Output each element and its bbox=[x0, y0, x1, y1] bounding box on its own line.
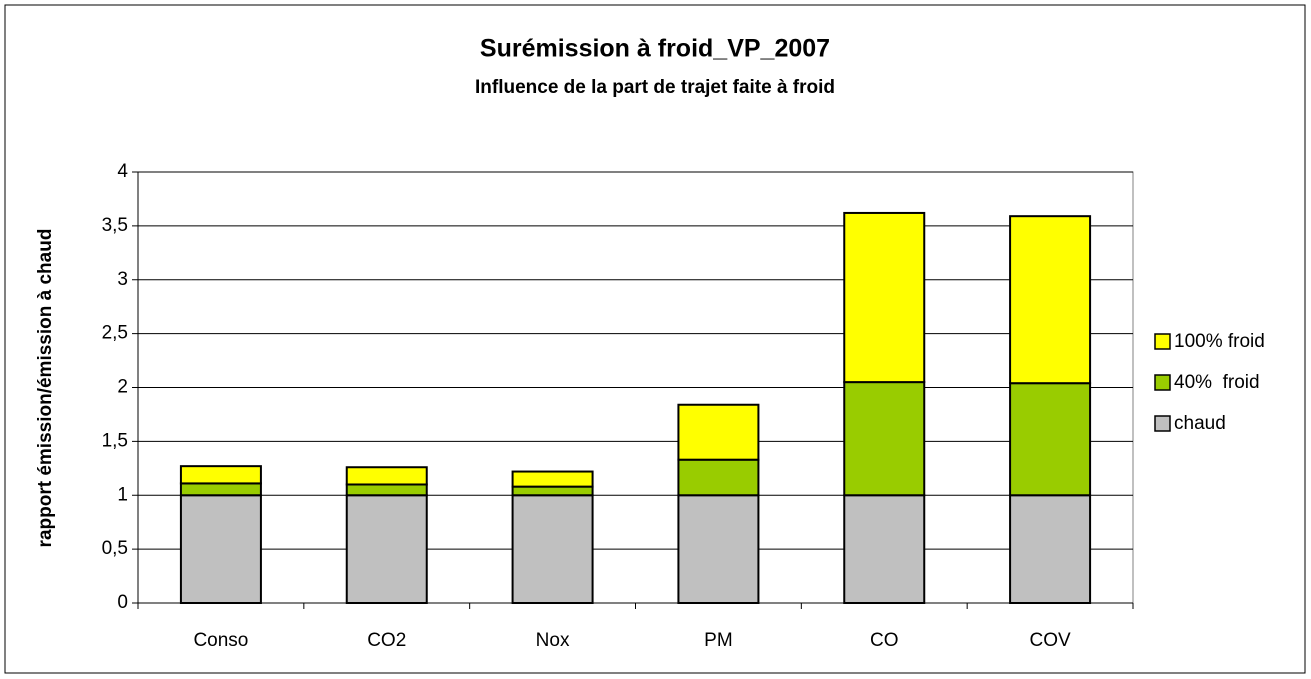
y-tick-label: 2 bbox=[117, 377, 128, 398]
bar-segment bbox=[843, 494, 926, 604]
bar-segment bbox=[179, 465, 262, 485]
bar-segment bbox=[345, 466, 428, 486]
y-tick-label: 3,5 bbox=[102, 215, 128, 236]
bar-segment bbox=[677, 458, 760, 497]
bar-segment bbox=[511, 494, 594, 604]
y-tick-label: 1 bbox=[117, 484, 128, 505]
x-tick-label: Nox bbox=[536, 630, 570, 651]
bar-segment bbox=[843, 381, 926, 497]
y-tick-label: 0,5 bbox=[102, 538, 128, 559]
bar-segment bbox=[1009, 215, 1092, 385]
legend-label: chaud bbox=[1174, 413, 1226, 434]
chart-title: Surémission à froid_VP_2007 bbox=[480, 35, 830, 63]
y-tick-label: 1,5 bbox=[102, 430, 128, 451]
x-tick-label: PM bbox=[704, 630, 733, 651]
bar-segment bbox=[345, 494, 428, 604]
y-tick-label: 3 bbox=[117, 269, 128, 290]
legend-swatch bbox=[1154, 333, 1171, 350]
y-axis-label: rapport émission/émission à chaud bbox=[35, 229, 56, 548]
bar-segment bbox=[345, 483, 428, 497]
bar-segment bbox=[1009, 382, 1092, 497]
y-tick-label: 0 bbox=[117, 592, 128, 613]
bar-segment bbox=[677, 403, 760, 461]
bar-segment bbox=[511, 470, 594, 488]
legend-swatch bbox=[1154, 374, 1171, 391]
bar-segment bbox=[843, 211, 926, 384]
x-tick-label: Conso bbox=[193, 630, 248, 651]
chart-subtitle: Influence de la part de trajet faite à f… bbox=[475, 77, 835, 98]
bar-segment bbox=[179, 482, 262, 497]
x-tick-label: CO2 bbox=[367, 630, 406, 651]
legend-label: 100% froid bbox=[1174, 331, 1265, 352]
legend-label: 40% froid bbox=[1174, 372, 1260, 393]
y-tick-label: 4 bbox=[117, 161, 128, 182]
x-tick-label: CO bbox=[870, 630, 899, 651]
bar-segment bbox=[179, 494, 262, 604]
bar-segment bbox=[677, 494, 760, 604]
y-tick-label: 2,5 bbox=[102, 323, 128, 344]
x-tick-label: COV bbox=[1029, 630, 1071, 651]
bar-segment bbox=[511, 485, 594, 497]
legend-swatch bbox=[1154, 415, 1171, 432]
bar-segment bbox=[1009, 494, 1092, 604]
